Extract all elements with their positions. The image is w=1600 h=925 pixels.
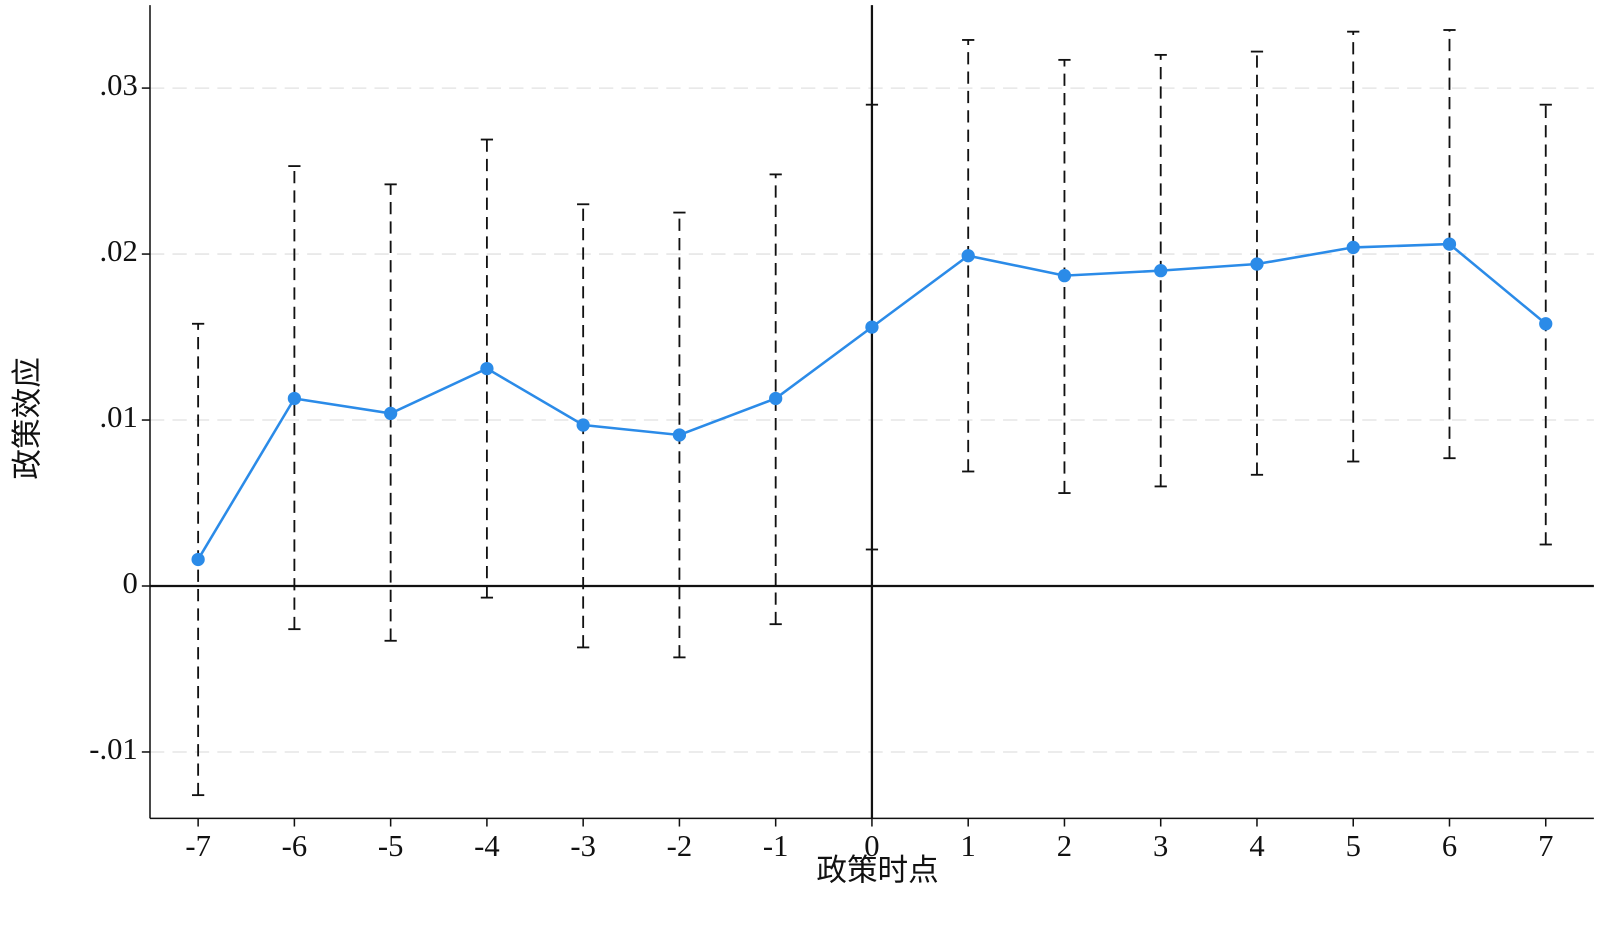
point (769, 391, 783, 406)
point (287, 391, 302, 406)
point (865, 320, 879, 334)
x-tick-label: 4 (1249, 829, 1264, 863)
x-axis-label: 政策时点 (816, 854, 938, 888)
point (961, 249, 975, 263)
y-tick-label: 0 (122, 566, 137, 600)
x-tick-label: 2 (1057, 829, 1072, 863)
x-tick-label: 3 (1153, 829, 1168, 863)
y-tick-label: .02 (99, 234, 137, 268)
y-axis-label: 政策效应 (11, 357, 45, 479)
point (1250, 257, 1264, 271)
point (672, 428, 687, 442)
point (1057, 269, 1072, 283)
y-tick-label: -.01 (89, 732, 137, 766)
x-tick-label: -2 (667, 829, 693, 863)
x-tick-label: -7 (185, 829, 211, 863)
point (480, 361, 494, 376)
point (191, 552, 205, 567)
y-tick-label: .01 (99, 400, 137, 434)
point (576, 418, 590, 432)
x-tick-label: 6 (1442, 829, 1457, 863)
x-tick-label: -6 (282, 829, 308, 863)
x-tick-label: 7 (1538, 829, 1553, 863)
x-tick-label: 0 (864, 829, 879, 863)
point (1346, 240, 1360, 255)
point (1154, 264, 1168, 278)
point (1442, 237, 1457, 251)
point (1539, 317, 1553, 331)
x-tick-label: -4 (474, 829, 500, 863)
y-tick-label: .03 (99, 68, 137, 102)
x-tick-label: 1 (961, 829, 976, 863)
x-tick-label: 5 (1346, 829, 1361, 863)
point (384, 406, 398, 421)
x-tick-label: -3 (570, 829, 596, 863)
x-tick-label: -1 (763, 829, 789, 863)
x-tick-label: -5 (378, 829, 404, 863)
